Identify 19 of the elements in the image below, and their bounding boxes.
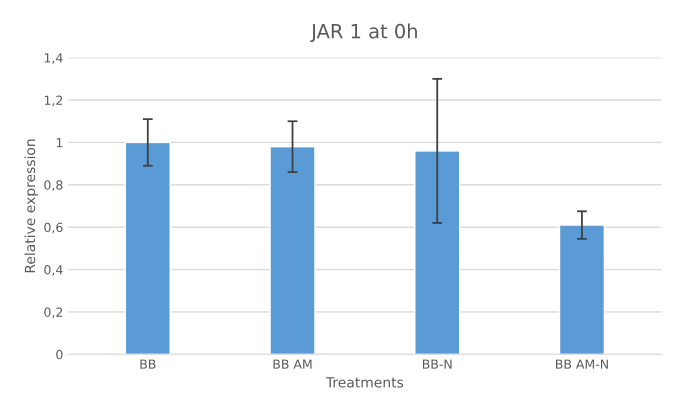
x-tick-label: BB AM (274, 360, 312, 369)
y-tick-label: 0,4 (44, 265, 63, 276)
bar (414, 150, 460, 354)
x-axis-title: Treatments (326, 377, 404, 388)
bar (124, 142, 171, 354)
y-axis-title: Relative expression (24, 140, 38, 272)
x-tick-label: BB-N (422, 360, 452, 369)
y-tick-label: 0,8 (44, 180, 62, 192)
y-tick-label: 0 (56, 350, 63, 360)
y-tick-label: 1,4 (44, 53, 63, 64)
y-tick-label: 0,2 (44, 307, 62, 318)
bar (269, 146, 316, 354)
y-tick-label: 1 (56, 138, 62, 148)
x-tick-label: BB (140, 360, 156, 369)
bar (558, 224, 606, 354)
chart-title: JAR 1 at 0h (310, 23, 417, 42)
x-tick-label: BB AM-N (556, 360, 608, 369)
y-tick-label: 0,6 (44, 222, 63, 234)
y-tick-label: 1,2 (44, 96, 62, 106)
